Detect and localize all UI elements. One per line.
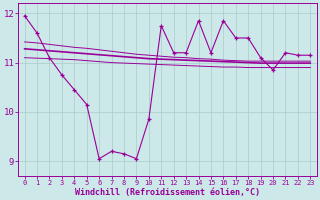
X-axis label: Windchill (Refroidissement éolien,°C): Windchill (Refroidissement éolien,°C) [75,188,260,197]
